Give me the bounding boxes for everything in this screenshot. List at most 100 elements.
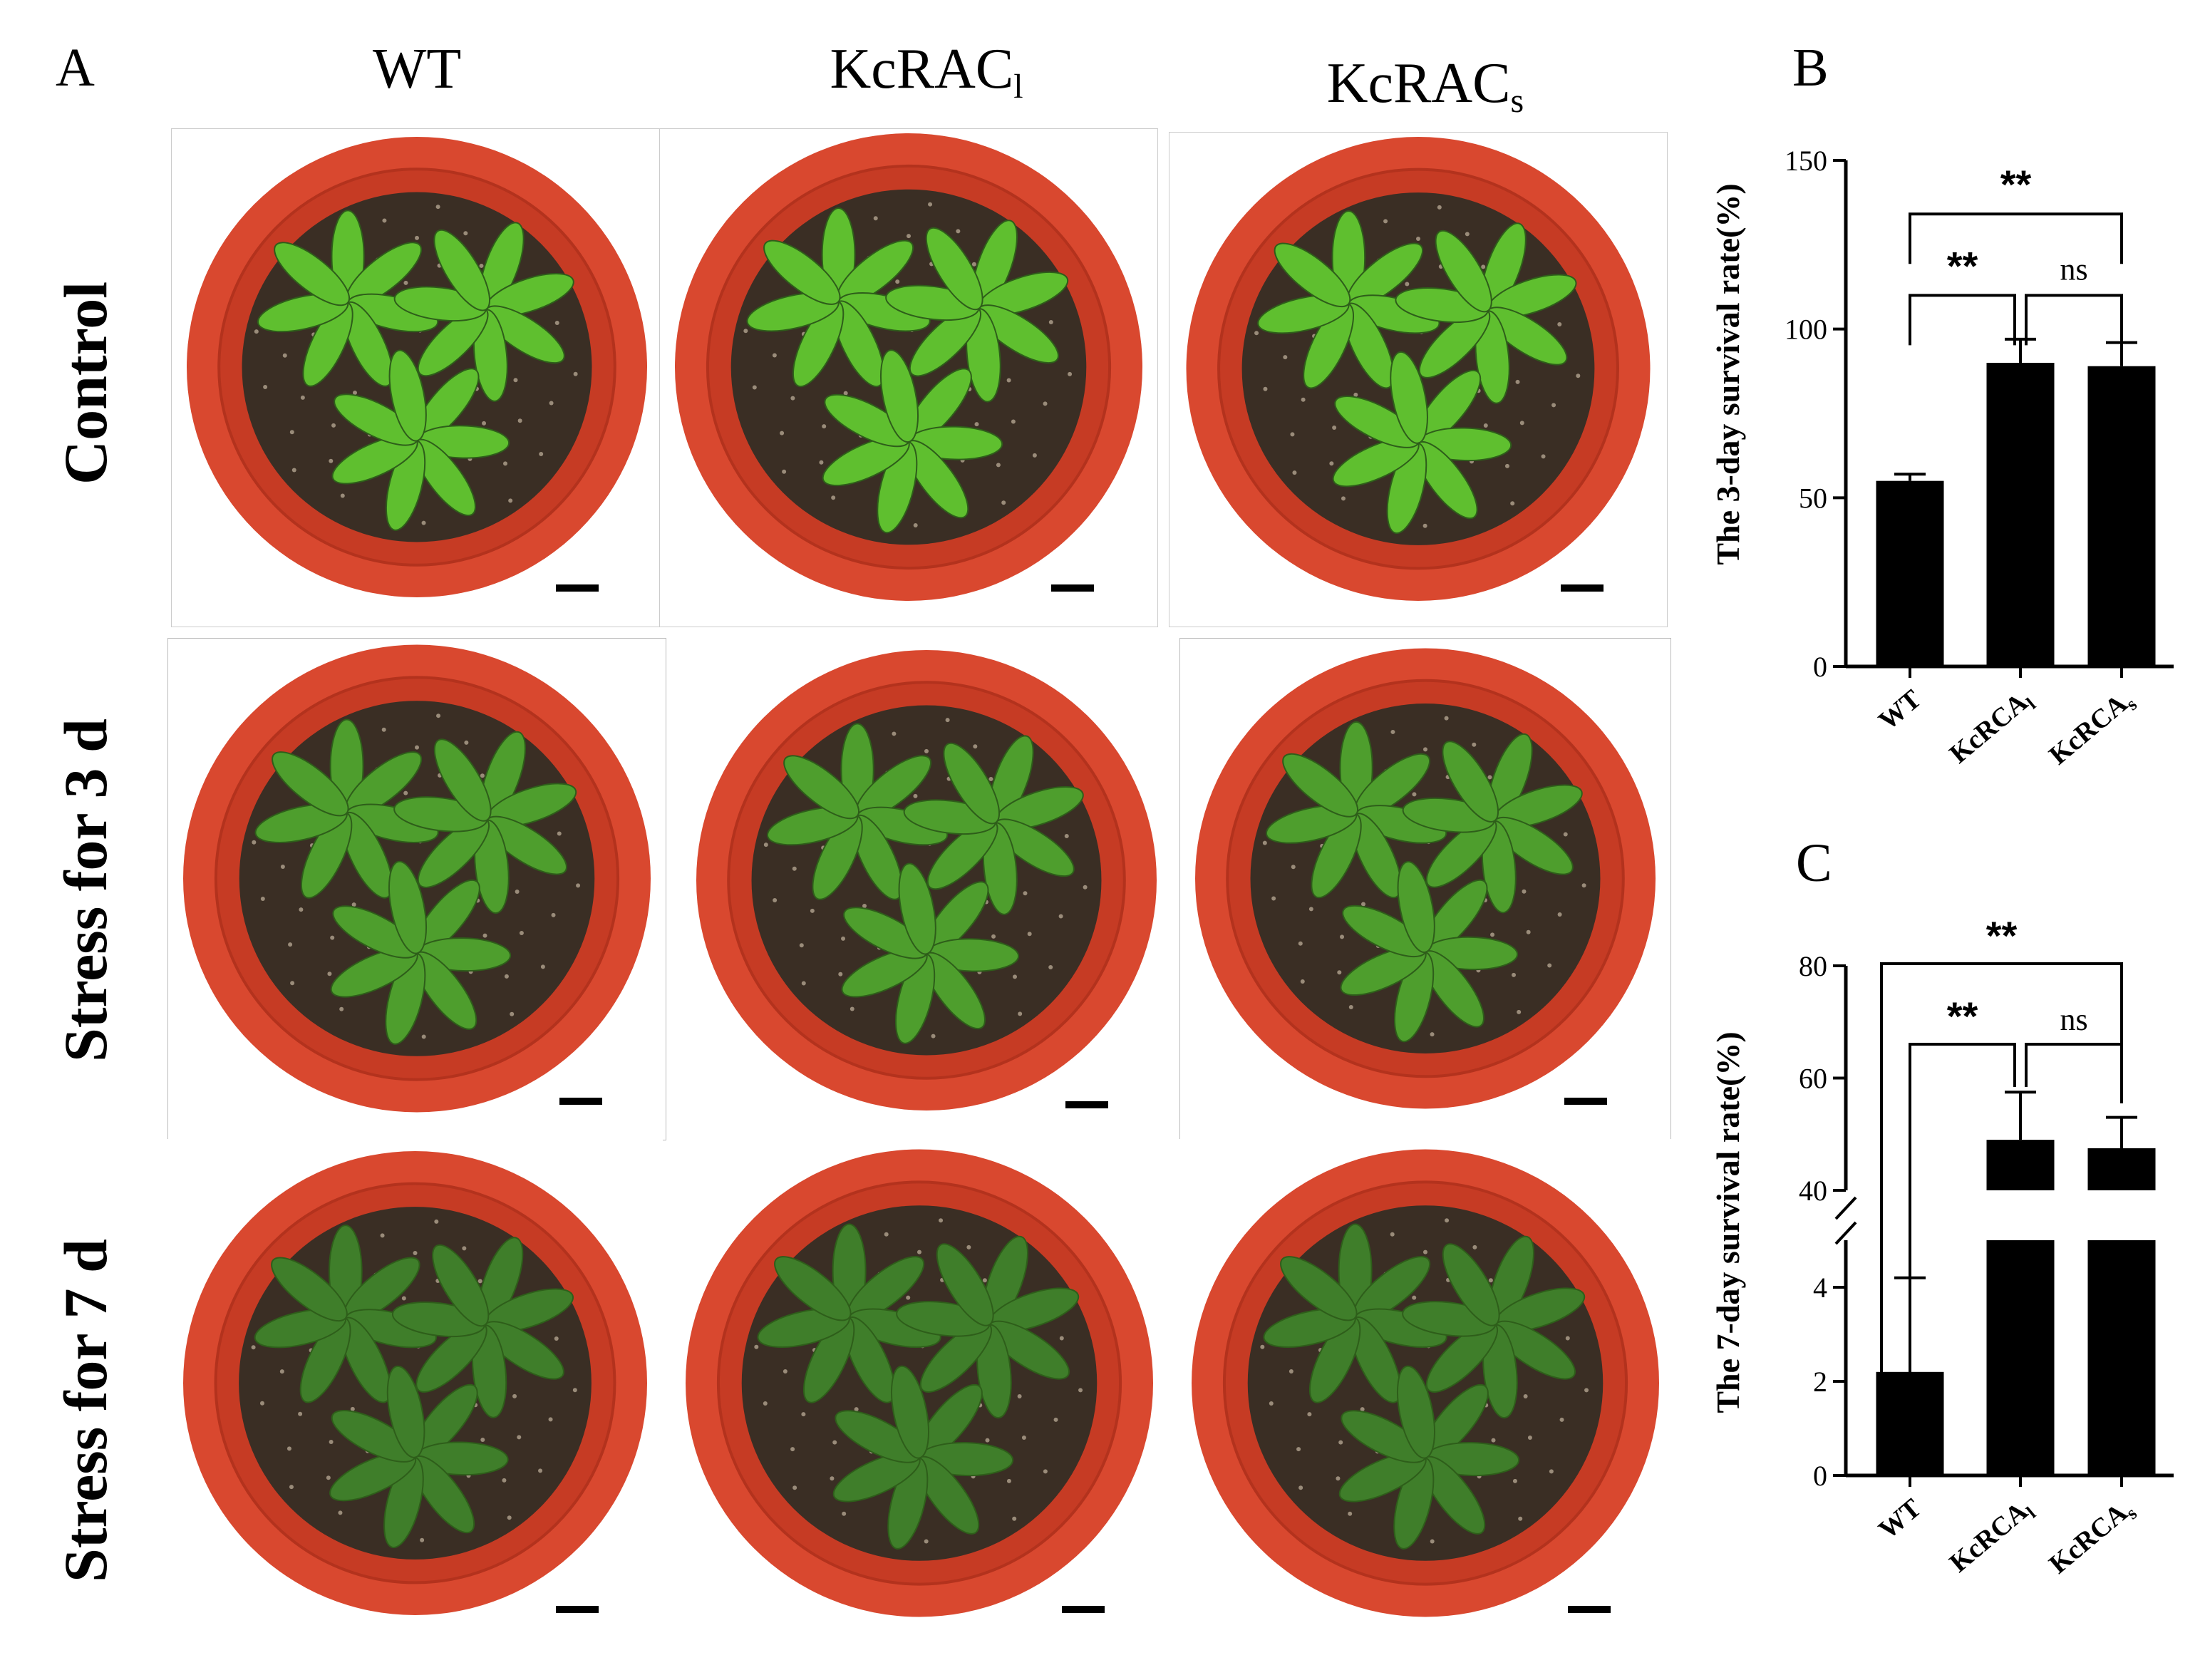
y-tick-label: 80 [1799,950,1827,982]
scale-bar [1065,1101,1108,1108]
soil-speck [1559,1417,1564,1422]
soil-speck [991,934,996,939]
soil-speck [1043,1469,1048,1474]
soil-speck [1269,1401,1274,1406]
soil-speck [773,898,778,903]
soil-speck [1472,742,1477,747]
soil-speck [507,1515,512,1520]
soil-speck [780,431,785,436]
y-tick-label: 100 [1785,314,1827,346]
soil-speck [917,1249,921,1254]
soil-speck [966,1244,971,1249]
soil-speck [907,234,911,239]
soil-speck [790,396,795,401]
soil-speck [850,1006,854,1011]
soil-speck [538,1468,543,1473]
soil-speck [792,866,797,871]
soil-speck [434,1219,439,1224]
soil-speck [504,974,509,979]
soil-speck [517,418,522,423]
x-tick-label: KcRCAs [2043,684,2141,773]
soil-speck [1012,1516,1017,1521]
soil-speck [477,1279,482,1284]
soil-speck [508,498,513,503]
soil-speck [1584,1388,1589,1393]
soil-speck [572,1388,577,1393]
soil-speck [819,460,824,465]
leaf [936,1243,994,1326]
bar [1876,480,1944,666]
soil-speck [1308,907,1313,912]
plant-photo [681,638,1172,1144]
x-tick-label: KcRCAs [2043,1493,2141,1582]
panel-label-c: C [1796,833,1832,893]
soil-speck [1551,403,1556,408]
soil-speck [350,1406,355,1411]
soil-speck [1444,716,1449,721]
soil-speck [988,776,993,781]
soil-speck [1490,932,1495,937]
plant-photo [171,128,663,627]
soil-speck [502,1478,507,1483]
leaf [1442,741,1499,823]
soil-speck [482,933,487,938]
soil-speck [1353,392,1358,397]
soil-speck [554,1336,559,1341]
soil-speck [512,1393,517,1398]
soil-speck [1340,934,1345,939]
plant-photo-svg [167,638,666,1140]
significance-label: ** [1947,994,1978,1039]
soil-speck [573,371,578,376]
soil-speck [1064,833,1069,838]
soil-speck [1487,775,1492,780]
plant-photo-svg [1192,1149,1659,1617]
soil-speck [551,912,556,917]
soil-speck [1048,964,1053,969]
soil-speck [282,353,287,358]
soil-speck [289,1485,294,1490]
soil-speck [1541,454,1546,459]
soil-speck [862,904,867,909]
soil-speck [1018,1011,1023,1016]
leaf [271,1257,348,1322]
bar [1986,1240,2055,1475]
soil-speck [913,793,918,798]
significance-bracket [1909,1043,2016,1404]
soil-speck [1338,1440,1343,1445]
soil-speck [831,495,836,500]
soil-speck [1557,321,1562,326]
soil-speck [554,320,559,325]
soil-speck [280,865,285,870]
soil-speck [557,831,562,836]
soil-speck [339,1006,344,1011]
bar [1986,363,2055,666]
scale-bar [1564,1098,1607,1105]
soil-speck [251,1345,256,1350]
soil-speck [1013,974,1018,979]
plant-photo [167,1139,663,1649]
soil-speck [1465,232,1470,237]
soil-speck [783,1369,788,1374]
leaf [1390,351,1428,444]
soil-speck [982,1278,987,1283]
soil-speck [1048,320,1053,325]
leaf [774,1256,852,1321]
soil-speck [1290,432,1295,437]
soil-speck [996,463,1001,468]
x-tick-label: KcRCAl [1944,684,2040,772]
soil-speck [928,202,933,207]
soil-speck [480,1438,485,1443]
soil-speck [300,395,305,400]
soil-speck [1422,523,1427,528]
soil-speck [971,262,976,267]
y-tick-label: 2 [1813,1366,1827,1398]
soil-speck [1068,371,1073,376]
soil-speck [1078,1388,1083,1393]
soil-speck [1430,1539,1435,1544]
row-header-stress-3d: Stress for 3 d [51,718,120,1062]
soil-speck [340,493,345,498]
soil-speck [931,1034,936,1039]
soil-speck [513,378,518,383]
soil-speck [792,1485,797,1490]
leaf [943,742,1001,825]
